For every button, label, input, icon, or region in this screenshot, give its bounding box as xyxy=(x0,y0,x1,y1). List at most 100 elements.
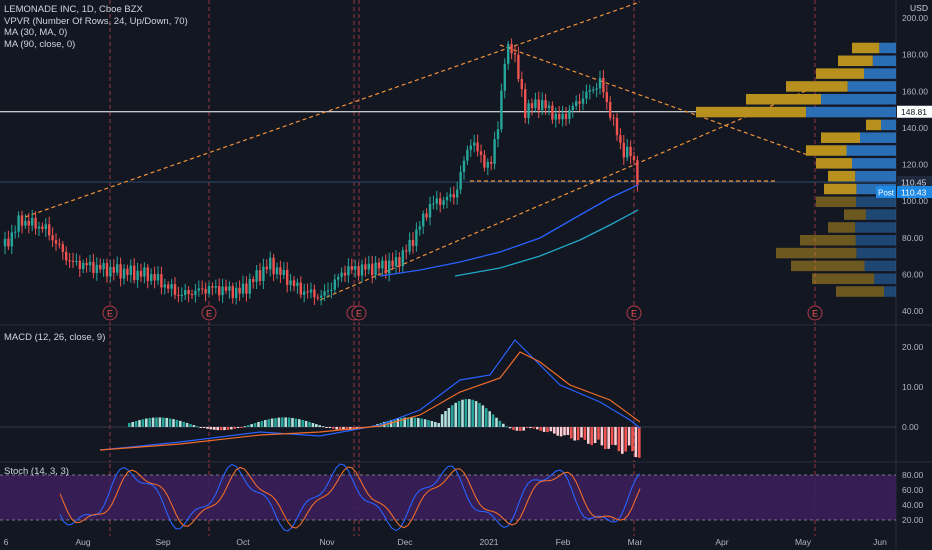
macd-hist-bar xyxy=(546,427,549,433)
macd-hist-bar xyxy=(165,417,168,427)
macd-hist-bar xyxy=(559,427,563,437)
symbol-title: LEMONADE INC, 1D, Cboe BZX xyxy=(4,4,143,15)
macd-hist-bar xyxy=(158,417,162,427)
macd-hist-bar xyxy=(277,417,281,427)
candle-body xyxy=(316,297,319,299)
candle-body xyxy=(248,279,251,294)
x-axis-label: Aug xyxy=(75,537,90,547)
candle-body xyxy=(561,113,564,120)
candle-body xyxy=(547,105,551,109)
macd-hist-bar xyxy=(461,399,464,427)
vp-down-bar xyxy=(776,247,857,259)
macd-hist-bar xyxy=(131,421,134,427)
candle-body xyxy=(31,217,34,226)
candle-body xyxy=(388,260,391,274)
candle-body xyxy=(75,260,78,262)
macd-hist-bar xyxy=(624,427,627,452)
macd-hist-bar xyxy=(202,427,206,428)
candle-body xyxy=(255,270,258,282)
candle-body xyxy=(585,91,588,99)
candle-body xyxy=(122,268,126,279)
candle-body xyxy=(37,226,41,229)
macd-hist-bar xyxy=(338,427,342,430)
candle-body xyxy=(507,43,510,64)
candle-body xyxy=(391,260,394,267)
vp-up-bar xyxy=(821,93,896,105)
macd-hist-bar xyxy=(315,424,318,427)
macd-hist-bar xyxy=(393,419,396,427)
macd-hist-bar xyxy=(226,427,230,430)
currency-label: USD xyxy=(910,3,928,13)
macd-hist-bar xyxy=(335,427,338,430)
candle-body xyxy=(170,284,173,289)
macd-hist-bar xyxy=(451,405,454,427)
candle-body xyxy=(173,284,177,295)
candle-body xyxy=(95,264,98,273)
earnings-marker-icon xyxy=(201,305,217,321)
candle-body xyxy=(41,226,44,230)
macd-hist-bar xyxy=(400,417,403,427)
candle-body xyxy=(517,54,520,80)
candle-body xyxy=(592,89,595,91)
candle-body xyxy=(71,260,75,262)
candle-body xyxy=(371,263,374,276)
candle-body xyxy=(595,88,598,90)
candle-body xyxy=(126,268,129,275)
candle-body xyxy=(490,161,493,164)
candle-body xyxy=(418,226,421,230)
x-axis-label: Mar xyxy=(628,537,643,547)
macd-hist-bar xyxy=(570,427,573,439)
earnings-marker-icon xyxy=(102,305,118,321)
candle-body xyxy=(558,113,561,120)
macd-hist-bar xyxy=(536,427,539,430)
macd-hist-bar xyxy=(607,427,610,449)
candle-body xyxy=(360,264,364,276)
macd-hist-bar xyxy=(250,424,253,427)
price-tick-label: 140.00 xyxy=(902,123,928,133)
macd-hist-bar xyxy=(233,427,236,429)
candle-body xyxy=(496,129,500,140)
ma30-line xyxy=(379,184,639,277)
candle-body xyxy=(428,203,432,218)
candle-body xyxy=(211,286,214,288)
macd-hist-bar xyxy=(328,427,332,429)
vp-up-bar xyxy=(846,145,896,156)
macd-hist-bar xyxy=(532,427,536,429)
stoch-tick-label: 20.00 xyxy=(902,515,924,525)
candle-body xyxy=(374,262,377,276)
candle-body xyxy=(541,100,544,111)
candle-body xyxy=(313,289,316,298)
macd-hist-bar xyxy=(260,420,264,427)
candle-body xyxy=(456,189,459,198)
candle-body xyxy=(554,113,557,120)
candle-body xyxy=(51,235,54,241)
macd-hist-bar xyxy=(274,417,277,427)
candle-body xyxy=(109,267,112,277)
candle-body xyxy=(82,262,85,269)
ma90-legend: MA (90, close, 0) xyxy=(4,38,76,50)
candle-body xyxy=(452,194,455,198)
candle-body xyxy=(466,149,469,161)
candle-body xyxy=(88,261,92,266)
candle-body xyxy=(483,154,486,168)
candle-body xyxy=(513,53,517,55)
earnings-marker-label: E xyxy=(812,309,818,319)
vp-down-bar xyxy=(812,273,875,284)
candle-body xyxy=(347,266,350,276)
vp-down-bar xyxy=(816,196,856,208)
candle-body xyxy=(384,260,387,274)
macd-hist-bar xyxy=(325,427,328,428)
post-tag-box xyxy=(876,186,896,199)
candle-body xyxy=(524,89,527,118)
candle-body xyxy=(245,283,248,294)
candle-body xyxy=(92,261,95,273)
candle-body xyxy=(425,213,428,218)
candle-body xyxy=(180,294,183,296)
macd-hist-bar xyxy=(311,422,315,427)
macd-hist-bar xyxy=(206,427,209,429)
candle-body xyxy=(99,264,102,270)
ma90-line xyxy=(454,209,639,277)
candle-body xyxy=(296,282,299,286)
candle-body xyxy=(619,135,622,143)
